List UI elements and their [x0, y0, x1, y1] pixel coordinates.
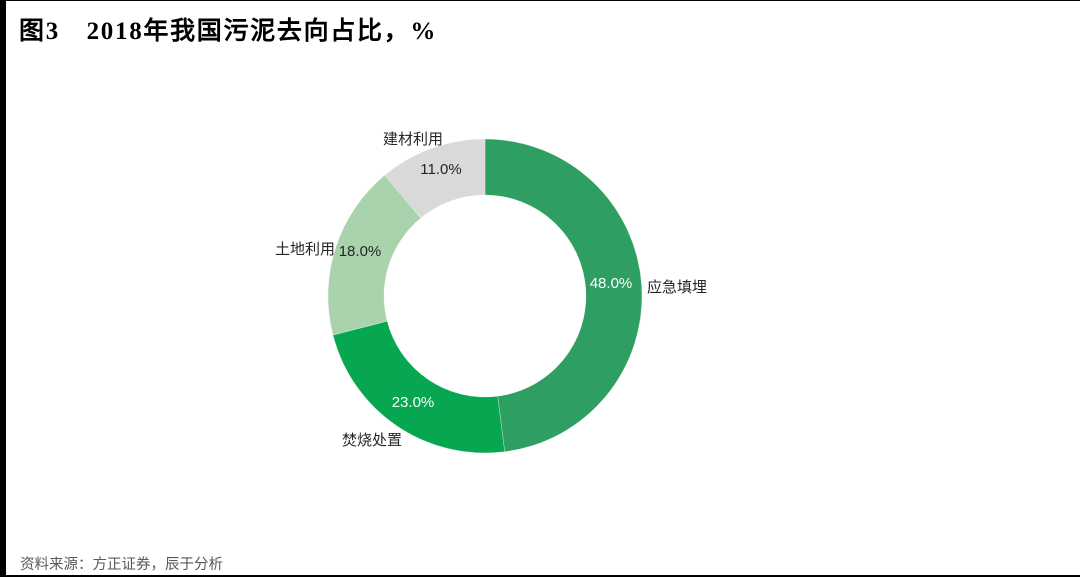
- svg-text:48.0%: 48.0%: [590, 275, 633, 292]
- svg-text:23.0%: 23.0%: [392, 394, 435, 411]
- svg-text:11.0%: 11.0%: [420, 161, 461, 178]
- svg-text:18.0%: 18.0%: [339, 243, 382, 260]
